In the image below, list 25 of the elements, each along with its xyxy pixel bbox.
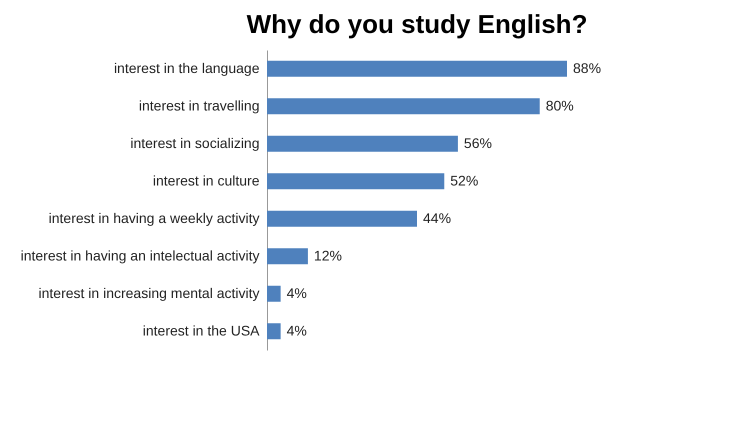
data-label: 12% <box>314 247 342 264</box>
bar <box>267 136 458 152</box>
bar <box>267 60 567 77</box>
data-label: 4% <box>286 284 307 301</box>
y-tick-label: interest in the USA <box>142 322 260 338</box>
data-label: 44% <box>423 210 452 226</box>
y-tick-label: interest in having a weekly activity <box>48 210 260 226</box>
y-tick-label: interest in increasing mental activity <box>38 284 260 301</box>
y-tick-label: interest in travelling <box>138 97 260 114</box>
data-label: 80% <box>546 97 574 114</box>
data-label: 4% <box>286 322 307 338</box>
data-label: 88% <box>573 60 602 76</box>
data-label: 52% <box>450 172 478 188</box>
bar <box>267 248 308 264</box>
chart-title: Why do you study English? <box>246 9 588 39</box>
bar <box>267 98 540 114</box>
bar <box>267 286 281 302</box>
y-tick-label: interest in culture <box>152 172 260 188</box>
y-tick-label: interest in socializing <box>130 134 260 151</box>
bar <box>267 210 417 227</box>
y-tick-label: interest in the language <box>114 60 260 76</box>
data-label: 56% <box>464 134 492 151</box>
bar <box>267 323 281 340</box>
y-tick-label: interest in having an intelectual activity <box>20 247 260 264</box>
bar <box>267 173 444 190</box>
